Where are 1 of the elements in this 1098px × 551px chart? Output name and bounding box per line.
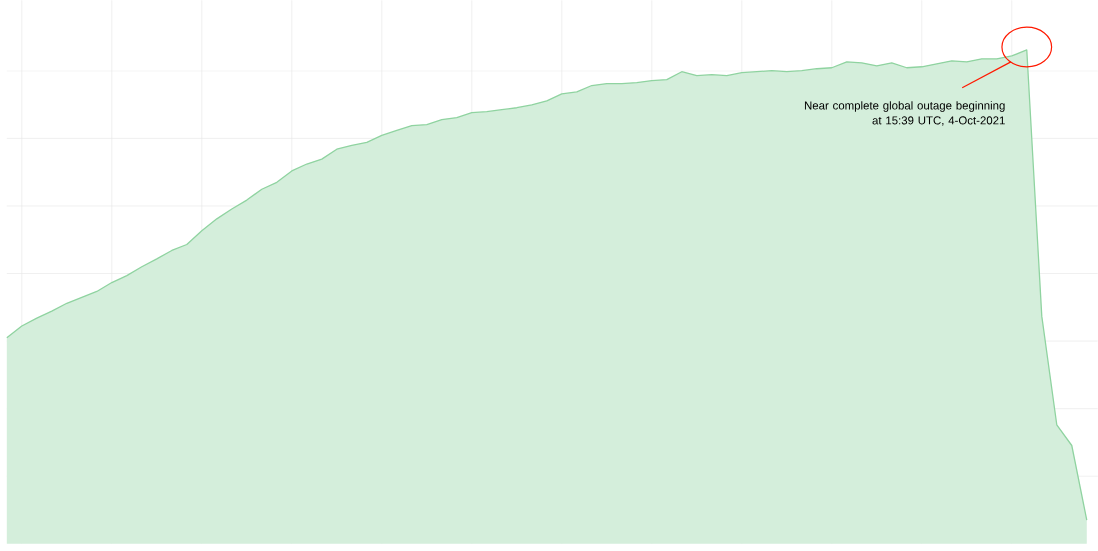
annotation: Near complete global outage beginning at 15:39 UTC, 4-Oct-2021 (804, 101, 1005, 127)
